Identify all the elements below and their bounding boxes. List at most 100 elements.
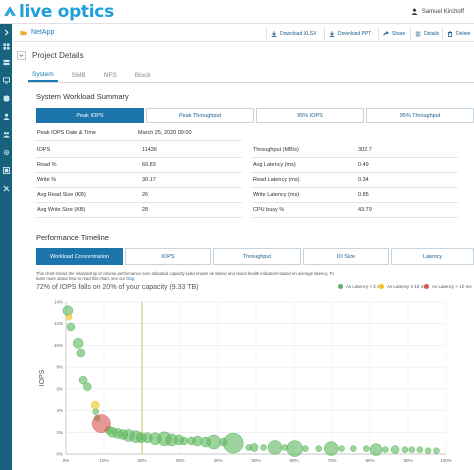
scatter-point (222, 432, 244, 454)
x-tick-label: 80% (365, 458, 374, 463)
scatter-point (323, 441, 339, 456)
download-ppt-label: Download PPT (338, 30, 372, 37)
summary-label: Write Latency (ms) (253, 192, 300, 198)
legend-item-high-latency[interactable]: Av Latency > 10 ms (424, 284, 472, 289)
scatter-point (408, 446, 416, 453)
x-tick-label: 40% (213, 458, 222, 463)
y-tick-label: 6% (56, 386, 63, 391)
summary-row: CPU busy % 43.79 (252, 203, 458, 218)
details-label: Details (424, 30, 440, 37)
scatter-point (260, 444, 267, 451)
tab-throughput[interactable]: Throughput (213, 248, 301, 265)
sidebar-item-hosts[interactable] (2, 76, 10, 84)
tab-latency[interactable]: Latency (391, 248, 474, 265)
summary-label: Avg Latency (ms) (253, 162, 296, 168)
collapse-button[interactable] (17, 50, 26, 60)
scatter-point (433, 447, 440, 454)
summary-label: Read % (37, 162, 57, 168)
scatter-point (424, 447, 432, 454)
sidebar-item-user[interactable] (2, 112, 10, 120)
workload-concentration-chart: 0% 2% 4% 6% 8% 10% 12% 14% 0% 10% 20% 30% 40% 50% 60% 7… (39, 300, 452, 464)
tab-workload-concentration[interactable]: Workload Concentration (36, 248, 123, 265)
download-ppt-button[interactable]: Download PPT (324, 27, 375, 40)
summary-label: Write % (37, 177, 57, 183)
download-icon (271, 30, 277, 37)
scatter-point (78, 375, 88, 385)
sidebar-item-volumes[interactable] (2, 166, 10, 174)
chevron-down-icon (19, 53, 24, 57)
desktop-icon (2, 76, 10, 84)
tab-peak-iops[interactable]: Peak IOPS (36, 108, 144, 123)
x-tick-label: 30% (175, 458, 184, 463)
sidebar-item-tools[interactable] (2, 184, 10, 192)
sidebar-expand[interactable] (2, 28, 10, 36)
sidebar-item-settings[interactable] (2, 148, 10, 156)
y-axis-label: IOPS (39, 369, 46, 386)
summary-value: 302.7 (358, 147, 372, 153)
chevron-right-icon (4, 29, 9, 35)
legend-item-mid-latency[interactable]: Av Latency 2-10 ms (379, 284, 427, 289)
logo[interactable]: live optics (3, 2, 114, 22)
legend-label: Av Latency > 10 ms (432, 284, 472, 289)
user-name: Samuel Kirchoff (421, 8, 464, 15)
summary-metric-tabs: Peak IOPS Peak Throughput 95% IOPS 95% T… (36, 108, 474, 123)
tab-block[interactable]: Block (134, 71, 151, 79)
x-tick-label: 20% (137, 458, 146, 463)
scatter-point (416, 446, 424, 453)
y-tick-label: 4% (56, 408, 63, 413)
logo-text: live optics (19, 2, 114, 22)
tab-smb[interactable]: SMB (71, 71, 86, 79)
download-xlsx-button[interactable]: Download XLSX (266, 27, 320, 40)
share-button[interactable]: Share (378, 27, 409, 40)
scatter-point (286, 440, 304, 457)
summary-row: Read % 69.83 (36, 158, 242, 173)
dashboard-icon (2, 42, 10, 50)
y-tick-label: 0% (56, 452, 63, 457)
sidebar-item-dashboard[interactable] (2, 42, 10, 50)
summary-value: 30.17 (142, 177, 156, 183)
tab-95-throughput[interactable]: 95% Throughput (366, 108, 474, 123)
y-tick-label: 8% (56, 365, 63, 370)
tab-io-size[interactable]: IO Size (303, 248, 389, 265)
legend-dot (379, 284, 384, 289)
summary-row: Avg Write Size (KB) 28 (36, 203, 242, 218)
summary-row: Read Latency (ms) 0.34 (252, 173, 458, 188)
download-icon (329, 30, 335, 37)
sidebar-item-storage[interactable] (2, 94, 10, 102)
x-tick-label: 100% (440, 458, 452, 463)
summary-label: Throughput (MB/s) (253, 147, 299, 153)
chart-description: This chart shows the relationship of vol… (36, 271, 336, 281)
legend-item-low-latency[interactable]: Av Latency < 2 ms (338, 284, 383, 289)
tab-peak-throughput[interactable]: Peak Throughput (146, 108, 254, 123)
project-tabs: System SMB NFS Block (28, 68, 165, 82)
legend-label: Av Latency < 2 ms (346, 284, 384, 289)
summary-label: IOPS (37, 147, 51, 153)
y-tick-label: 14% (54, 300, 63, 305)
details-button[interactable]: Details (410, 27, 443, 40)
delete-button[interactable]: Delete (442, 27, 474, 40)
chart-heading: 72% of IOPS falls on 20% of your capacit… (36, 284, 199, 291)
y-tick-label: 12% (54, 321, 63, 326)
breadcrumb[interactable]: NetApp (20, 29, 54, 36)
x-tick-label: 0% (63, 458, 70, 463)
scatter-point (179, 436, 189, 446)
scatter-point (206, 434, 222, 450)
tab-iops[interactable]: IOPS (125, 248, 211, 265)
scatter-point (369, 443, 383, 456)
sidebar-item-team[interactable] (2, 130, 10, 138)
tab-95-iops[interactable]: 95% IOPS (256, 108, 364, 123)
summary-row: Avg Latency (ms) 0.49 (252, 158, 458, 173)
summary-label: Avg Read Size (KB) (37, 192, 86, 198)
user-menu[interactable]: Samuel Kirchoff (411, 8, 464, 15)
timeline-tabs: Workload Concentration IOPS Throughput I… (36, 248, 474, 265)
sidebar-item-servers[interactable] (2, 58, 10, 66)
scatter-point (76, 348, 86, 358)
summary-value: 0.49 (358, 162, 369, 168)
share-icon (383, 30, 389, 36)
blog-link[interactable]: blog (126, 276, 135, 281)
scatter-point (338, 445, 345, 452)
server-icon (2, 59, 10, 65)
tab-system[interactable]: System (28, 68, 58, 82)
scatter-point (65, 313, 73, 321)
tab-nfs[interactable]: NFS (103, 71, 117, 79)
